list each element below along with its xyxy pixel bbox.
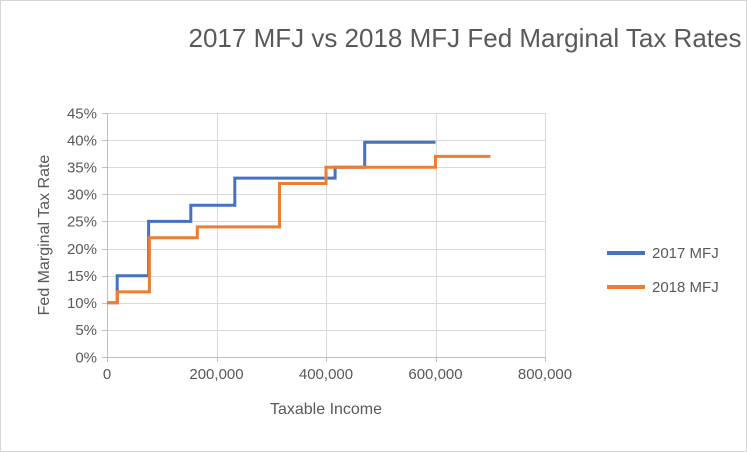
y-tick-label: 40% bbox=[67, 132, 97, 149]
legend-swatch-2018-mfj bbox=[607, 285, 645, 289]
x-tick-label: 600,000 bbox=[408, 366, 462, 383]
y-tick-label: 20% bbox=[67, 241, 97, 258]
y-tick-label: 35% bbox=[67, 159, 97, 176]
legend-item-2018-mfj[interactable]: 2018 MFJ bbox=[607, 270, 719, 304]
y-tick-label: 15% bbox=[67, 268, 97, 285]
x-tick-label: 0 bbox=[103, 366, 111, 383]
legend-swatch-2017-mfj bbox=[607, 251, 645, 255]
x-tick-label: 800,000 bbox=[518, 366, 572, 383]
chart-legend: 2017 MFJ 2018 MFJ bbox=[607, 236, 719, 304]
y-tick-label: 5% bbox=[75, 322, 97, 339]
x-tick-label: 200,000 bbox=[189, 366, 243, 383]
y-tick-label: 45% bbox=[67, 105, 97, 122]
legend-item-2017-mfj[interactable]: 2017 MFJ bbox=[607, 236, 719, 270]
legend-label: 2018 MFJ bbox=[652, 278, 719, 296]
y-tick-label: 10% bbox=[67, 295, 97, 312]
x-axis-title: Taxable Income bbox=[269, 401, 383, 418]
series-line-2018-mfj[interactable] bbox=[107, 154, 491, 305]
y-tick-label: 30% bbox=[67, 187, 97, 204]
y-tick-label: 25% bbox=[67, 214, 97, 231]
legend-label: 2017 MFJ bbox=[652, 244, 719, 262]
chart-title: 2017 MFJ vs 2018 MFJ Fed Marginal Tax Ra… bbox=[188, 23, 742, 53]
y-tick-label: 0% bbox=[75, 349, 97, 366]
x-tick-label: 400,000 bbox=[299, 366, 353, 383]
